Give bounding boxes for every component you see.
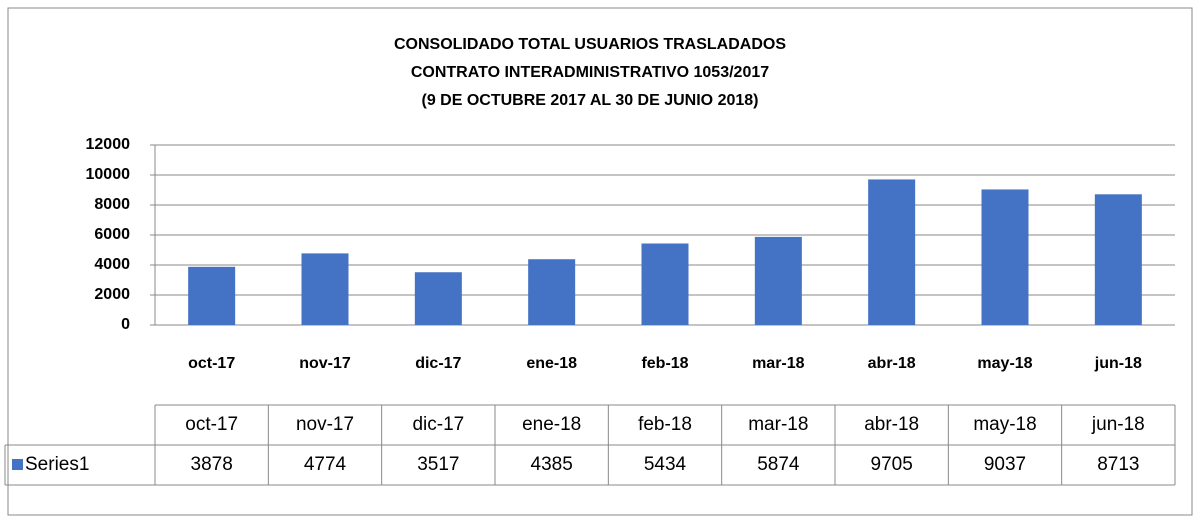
chart-title: CONTRATO INTERADMINISTRATIVO 1053/2017: [411, 64, 769, 81]
table-header: may-18: [973, 414, 1036, 435]
table-value: 3878: [191, 454, 233, 475]
table-value: 9037: [984, 454, 1026, 475]
bar: [414, 272, 462, 325]
table-header: dic-17: [412, 414, 464, 435]
x-tick-label: may-18: [977, 355, 1032, 372]
table-header: mar-18: [748, 414, 808, 435]
y-tick-label: 10000: [86, 166, 131, 183]
x-tick-label: nov-17: [299, 355, 351, 372]
y-tick-label: 12000: [86, 136, 131, 153]
table-header: nov-17: [296, 414, 354, 435]
y-tick-label: 6000: [94, 226, 130, 243]
table-value: 5874: [757, 454, 800, 475]
table-header: jun-18: [1091, 414, 1145, 435]
table-value: 8713: [1097, 454, 1139, 475]
x-tick-label: ene-18: [526, 355, 577, 372]
x-tick-label: dic-17: [415, 355, 461, 372]
table-header: abr-18: [864, 414, 919, 435]
legend-swatch: [12, 459, 23, 470]
bar: [981, 189, 1029, 325]
table-value: 4774: [304, 454, 347, 475]
y-tick-label: 4000: [94, 256, 130, 273]
x-tick-label: feb-18: [641, 355, 688, 372]
bar: [1094, 194, 1142, 325]
table-header: ene-18: [522, 414, 581, 435]
x-tick-label: oct-17: [188, 355, 235, 372]
bar: [528, 259, 576, 325]
x-tick-label: abr-18: [868, 355, 916, 372]
table-value: 9705: [871, 454, 913, 475]
table-value: 3517: [417, 454, 459, 475]
chart-title: (9 DE OCTUBRE 2017 AL 30 DE JUNIO 2018): [421, 92, 758, 109]
table-value: 4385: [531, 454, 573, 475]
bar: [301, 253, 349, 325]
table-header: oct-17: [185, 414, 238, 435]
legend-label: Series1: [25, 454, 89, 475]
bar: [641, 243, 689, 325]
chart-title: CONSOLIDADO TOTAL USUARIOS TRASLADADOS: [394, 36, 786, 53]
y-tick-label: 2000: [94, 286, 130, 303]
bar: [188, 266, 236, 325]
y-tick-label: 8000: [94, 196, 130, 213]
y-tick-label: 0: [121, 316, 130, 333]
bar: [868, 179, 916, 325]
table-value: 5434: [644, 454, 687, 475]
table-header: feb-18: [638, 414, 692, 435]
x-tick-label: mar-18: [752, 355, 805, 372]
bar: [754, 236, 802, 325]
x-tick-label: jun-18: [1094, 355, 1142, 372]
